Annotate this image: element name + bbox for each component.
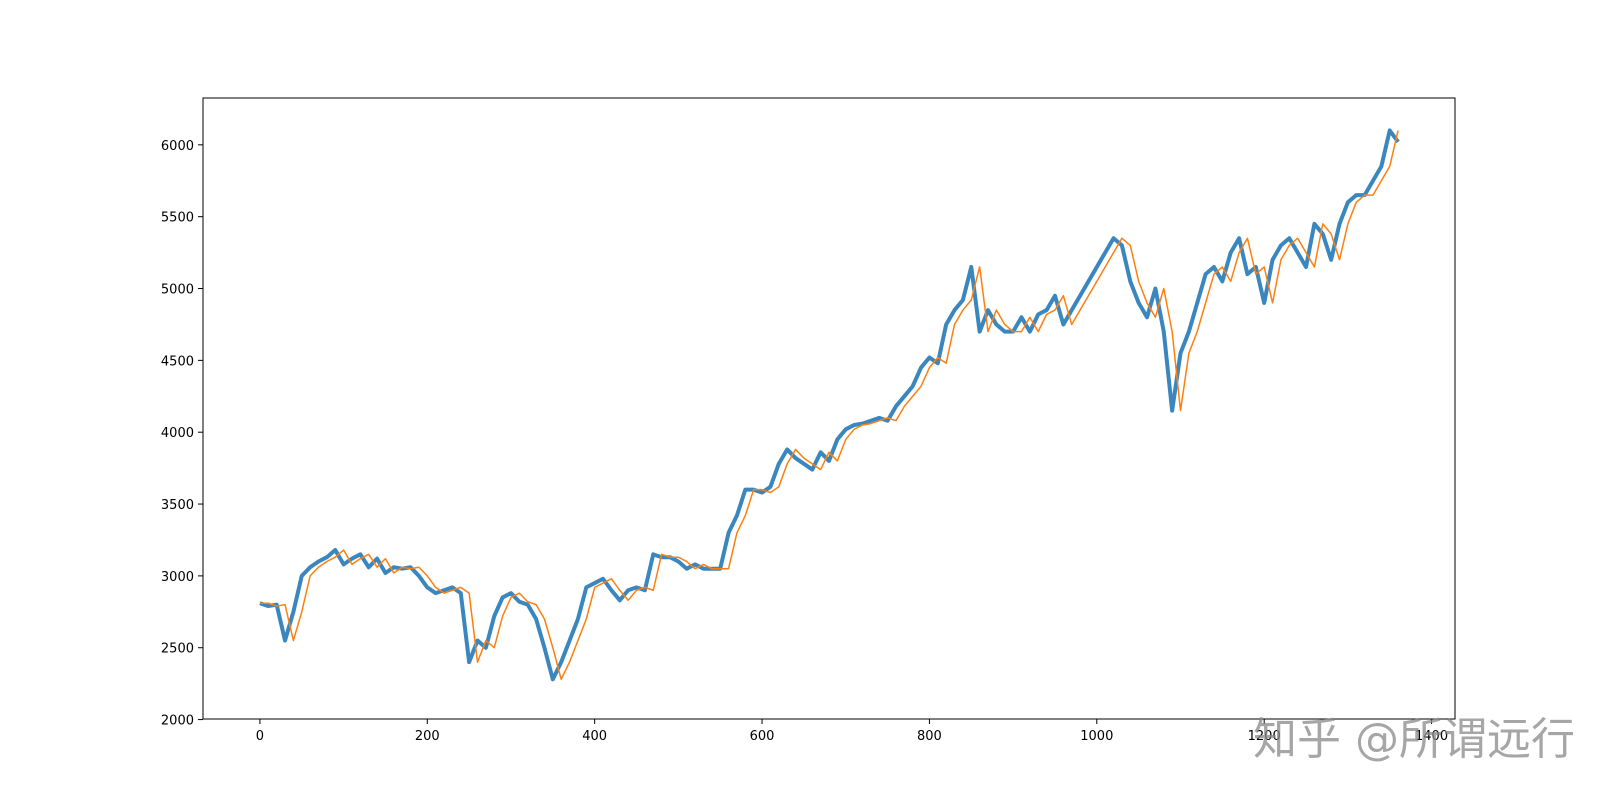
x-tick-label: 600 [750,729,775,744]
x-tick-label: 400 [582,729,607,744]
y-tick-label: 5000 [161,283,194,298]
watermark: 知乎 @所谓远行 [1253,714,1575,765]
y-tick-label: 3000 [161,570,194,585]
y-tick-label: 4500 [161,354,194,369]
x-tick-label: 200 [415,729,440,744]
x-tick-label: 0 [256,729,264,744]
x-tick-label: 1200 [1248,729,1281,744]
line-series [259,128,1400,682]
y-tick-label: 3500 [161,498,194,513]
x-tick-label: 1000 [1080,729,1113,744]
y-tick-label: 2000 [161,714,194,729]
line-series [259,130,1399,681]
y-tick-label: 5500 [161,211,194,226]
y-tick-label: 2500 [161,642,194,657]
y-tick-label: 4000 [161,426,194,441]
x-tick-label: 1400 [1415,729,1448,744]
y-tick-label: 6000 [161,139,194,154]
plot-frame [202,97,1456,720]
x-tick-label: 800 [917,729,942,744]
